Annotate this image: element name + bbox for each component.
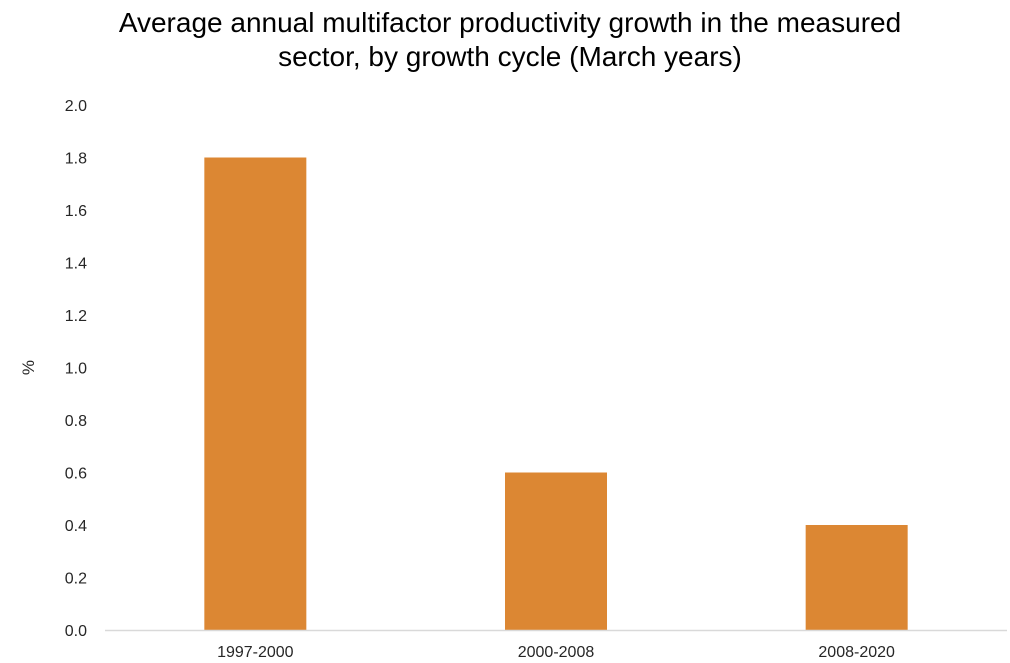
y-tick-label: 1.6	[65, 203, 87, 220]
y-tick-label: 0.6	[65, 466, 87, 483]
y-axis-title: %	[19, 360, 38, 375]
y-tick-label: 1.4	[65, 256, 87, 273]
y-tick-label: 0.8	[65, 413, 87, 430]
y-tick-label: 0.0	[65, 623, 87, 640]
y-tick-label: 1.0	[65, 361, 87, 378]
x-tick-label: 2000-2008	[518, 644, 595, 661]
chart-title-line-2: sector, by growth cycle (March years)	[278, 41, 742, 72]
bar-series	[204, 157, 908, 630]
x-axis: 1997-2000 2000-2008 2008-2020	[217, 644, 895, 661]
y-axis: 0.0 0.2 0.4 0.6 0.8 1.0 1.2 1.4 1.6 1.8 2.0	[65, 98, 87, 640]
chart-title: Average annual multifactor productivity …	[0, 6, 1010, 74]
bar-1997-2000	[204, 157, 307, 630]
x-tick-label: 2008-2020	[818, 644, 895, 661]
y-tick-label: 1.8	[65, 151, 87, 168]
x-tick-label: 1997-2000	[217, 644, 294, 661]
y-tick-label: 2.0	[65, 98, 87, 115]
chart-title-line-1: Average annual multifactor productivity …	[118, 7, 902, 38]
y-tick-label: 0.4	[65, 518, 87, 535]
bar-2008-2020	[805, 525, 908, 630]
bar-2000-2008	[505, 472, 607, 630]
y-tick-label: 0.2	[65, 571, 87, 588]
y-tick-label: 1.2	[65, 308, 87, 325]
